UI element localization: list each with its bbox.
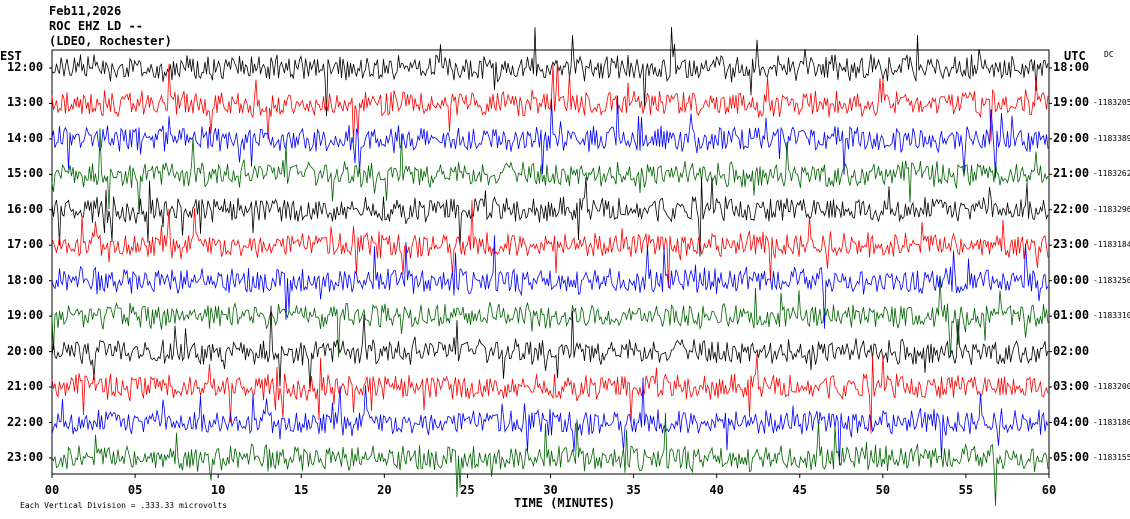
dc-label: DC — [1104, 50, 1114, 59]
trace-1300 — [51, 60, 1049, 144]
x-tick-label: 15 — [294, 483, 309, 497]
x-tick-label: 25 — [460, 483, 475, 497]
plot-date: Feb11,2026 — [49, 4, 122, 18]
trace-1500 — [51, 128, 1049, 213]
x-tick-label: 40 — [709, 483, 724, 497]
dc-offset-value: -1183200 — [1093, 382, 1130, 392]
utc-tick-label: 22:00 — [1053, 201, 1090, 216]
utc-tick-label: 20:00 — [1053, 130, 1090, 145]
dc-offset-value: -1183184 — [1093, 240, 1130, 250]
est-tick-label: 19:00 — [7, 308, 44, 323]
dc-offset-value: -1183186 — [1093, 417, 1130, 427]
x-tick-label: 35 — [626, 483, 641, 497]
plot-frame — [51, 49, 1050, 475]
utc-tick-label: 19:00 — [1053, 95, 1090, 110]
trace-2200 — [51, 377, 1049, 466]
est-tick-label: 12:00 — [7, 60, 44, 74]
utc-tick-label: 03:00 — [1053, 379, 1090, 394]
x-tick-label: 50 — [875, 483, 891, 497]
trace-1900 — [51, 277, 1049, 358]
est-tick-label: 15:00 — [7, 166, 44, 181]
est-tick-label: 20:00 — [7, 343, 44, 358]
utc-tick-label: 01:00 — [1053, 308, 1090, 323]
dc-offset-value: -1183389 — [1093, 133, 1130, 143]
est-tick-label: 21:00 — [7, 379, 44, 394]
dc-offset-value: -1183262 — [1093, 169, 1130, 179]
x-tick-label: 20 — [377, 483, 392, 497]
trace-1700 — [51, 200, 1049, 289]
x-tick-label: 10 — [210, 483, 226, 497]
dc-offset-value: -1183296 — [1093, 204, 1130, 214]
dc-offset-value: -1183256 — [1093, 275, 1130, 285]
dc-offset-value: -1183205 — [1093, 98, 1130, 108]
x-tick-label: 00 — [44, 483, 60, 497]
station-location: (LDEO, Rochester) — [49, 34, 172, 48]
utc-axis-title: UTC — [1064, 49, 1086, 63]
scale-note: Each Vertical Division = .333.33 microvo… — [20, 501, 228, 510]
est-tick-label: 13:00 — [7, 95, 44, 110]
x-tick-label: 55 — [958, 483, 974, 497]
est-tick-label: 16:00 — [7, 201, 44, 216]
utc-tick-label: 00:00 — [1053, 272, 1090, 287]
x-tick-label: 45 — [792, 483, 807, 497]
est-tick-label: 18:00 — [7, 272, 44, 287]
trace-2000 — [51, 305, 1049, 390]
x-tick-label: 60 — [1041, 483, 1057, 497]
utc-tick-label: 04:00 — [1053, 414, 1090, 429]
trace-1600 — [51, 176, 1049, 257]
utc-tick-label: 21:00 — [1053, 166, 1090, 181]
trace-1200 — [51, 26, 1049, 117]
trace-2100 — [51, 354, 1049, 434]
dc-offset-value: -1183155 — [1093, 452, 1130, 462]
x-axis-label: TIME (MINUTES) — [514, 496, 616, 510]
utc-tick-label: 02:00 — [1053, 343, 1090, 358]
trace-2300 — [51, 412, 1049, 506]
dc-offset-value: -1183310 — [1093, 311, 1130, 321]
est-axis-title: EST — [0, 49, 22, 63]
trace-1400 — [51, 95, 1049, 178]
trace-1800 — [51, 235, 1049, 329]
utc-tick-label: 05:00 — [1053, 449, 1090, 464]
est-tick-label: 22:00 — [7, 414, 44, 429]
utc-tick-label: 18:00 — [1053, 60, 1090, 74]
x-tick-label: 30 — [543, 483, 558, 497]
utc-tick-label: 23:00 — [1053, 237, 1090, 252]
est-tick-label: 14:00 — [7, 130, 44, 145]
station-code: ROC EHZ LD -- — [49, 19, 143, 33]
est-tick-label: 23:00 — [7, 449, 44, 464]
est-tick-label: 17:00 — [7, 237, 44, 252]
x-tick-label: 05 — [127, 483, 143, 497]
